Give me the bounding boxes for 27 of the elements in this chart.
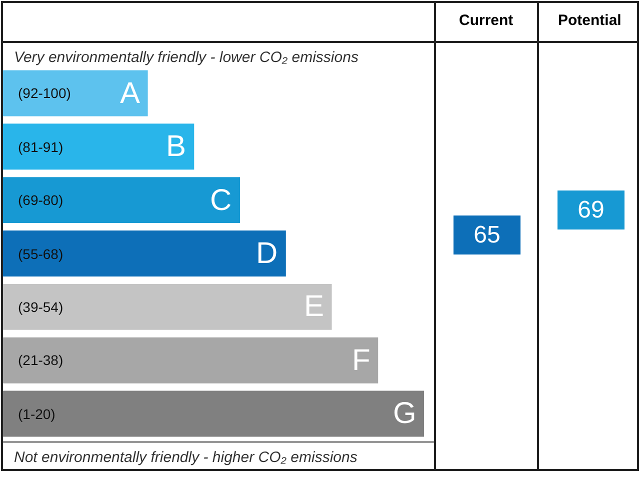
annotation: (55-68)	[18, 246, 64, 262]
bar	[3, 70, 148, 116]
text: 65	[474, 222, 500, 248]
y-tick-label: D	[256, 237, 278, 270]
bar	[3, 230, 286, 276]
y-tick-label: C	[210, 184, 232, 217]
y-tick-label: B	[166, 130, 186, 163]
annotation: (92-100)	[18, 85, 71, 101]
bar	[3, 390, 424, 437]
annotation: (1-20)	[18, 406, 56, 422]
text: Very environmentally friendly - lower CO₂ emissions	[14, 49, 359, 66]
text: Current	[459, 12, 514, 29]
annotation: (39-54)	[18, 299, 64, 315]
y-tick-label: F	[352, 344, 370, 377]
annotation: (21-38)	[18, 352, 64, 368]
bar	[3, 284, 332, 330]
y-tick-label: G	[393, 397, 416, 430]
bar	[3, 337, 378, 384]
text: Not environmentally friendly - higher CO₂ emissions	[14, 449, 358, 466]
y-tick-label: A	[120, 77, 140, 110]
bar	[3, 124, 194, 170]
bar	[3, 177, 240, 224]
annotation: (69-80)	[18, 192, 64, 208]
y-tick-label: E	[304, 290, 324, 323]
text: 69	[578, 196, 604, 224]
annotation: (81-91)	[18, 139, 64, 155]
text: Potential	[558, 12, 622, 29]
